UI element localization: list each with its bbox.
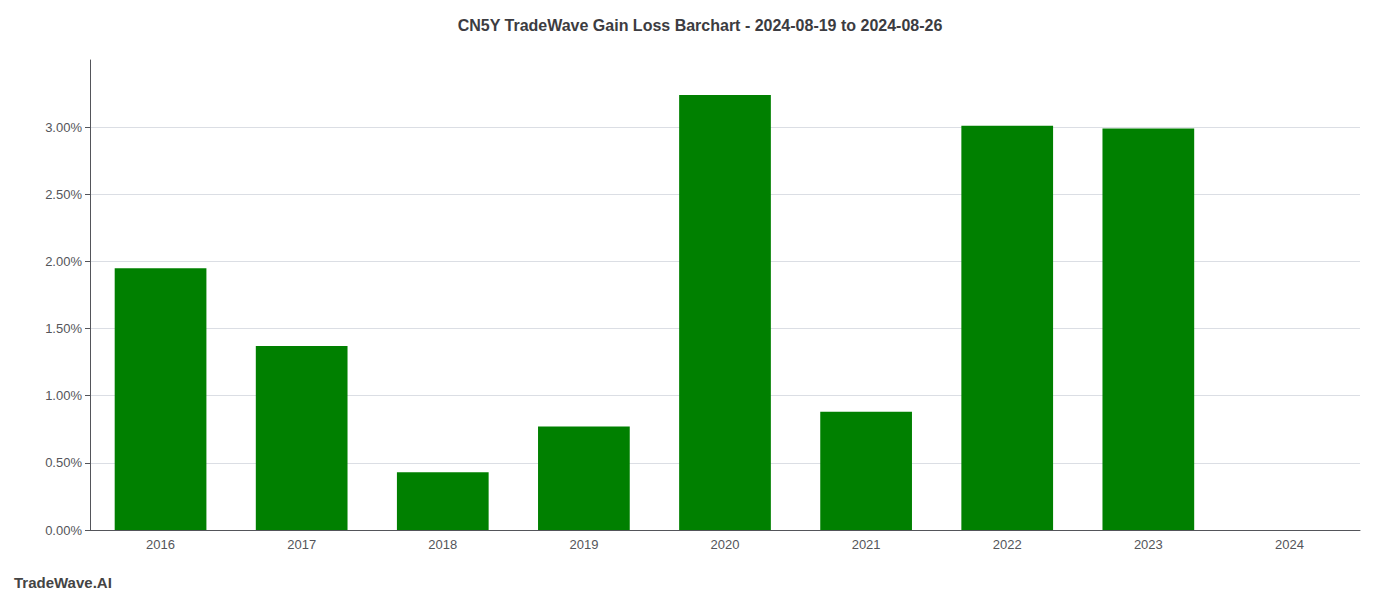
svg-text:2024: 2024 bbox=[1275, 537, 1304, 552]
svg-text:2023: 2023 bbox=[1134, 537, 1163, 552]
svg-text:1.50%: 1.50% bbox=[45, 321, 82, 336]
svg-text:2.50%: 2.50% bbox=[45, 187, 82, 202]
svg-text:2021: 2021 bbox=[852, 537, 881, 552]
svg-text:0.50%: 0.50% bbox=[45, 455, 82, 470]
svg-text:2019: 2019 bbox=[569, 537, 598, 552]
svg-text:3.00%: 3.00% bbox=[45, 120, 82, 135]
svg-text:2018: 2018 bbox=[428, 537, 457, 552]
svg-text:0.00%: 0.00% bbox=[45, 523, 82, 538]
svg-text:CN5Y TradeWave Gain Loss Barch: CN5Y TradeWave Gain Loss Barchart - 2024… bbox=[458, 17, 943, 34]
svg-text:2.00%: 2.00% bbox=[45, 254, 82, 269]
svg-text:2017: 2017 bbox=[287, 537, 316, 552]
svg-text:2022: 2022 bbox=[993, 537, 1022, 552]
svg-text:1.00%: 1.00% bbox=[45, 388, 82, 403]
svg-text:2020: 2020 bbox=[711, 537, 740, 552]
svg-text:2016: 2016 bbox=[146, 537, 175, 552]
svg-text:TradeWave.AI: TradeWave.AI bbox=[14, 574, 112, 591]
